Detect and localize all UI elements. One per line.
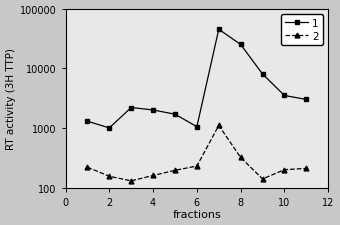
2 [129, 180, 133, 182]
1 [151, 109, 155, 112]
2 [239, 156, 243, 159]
1 [129, 107, 133, 109]
Line: 2: 2 [85, 124, 309, 183]
1 [217, 29, 221, 32]
2 [151, 174, 155, 177]
Y-axis label: RT activity (3H TTP): RT activity (3H TTP) [5, 48, 16, 149]
1 [85, 120, 89, 123]
2 [85, 166, 89, 169]
X-axis label: fractions: fractions [172, 209, 221, 219]
1 [260, 73, 265, 76]
2 [260, 178, 265, 180]
2 [283, 169, 287, 171]
1 [239, 44, 243, 47]
2 [107, 175, 111, 178]
Line: 1: 1 [85, 28, 309, 131]
1 [195, 126, 199, 128]
2 [173, 169, 177, 172]
1 [304, 99, 308, 101]
1 [173, 113, 177, 116]
2 [217, 125, 221, 127]
2 [195, 165, 199, 168]
2 [304, 167, 308, 170]
1 [107, 127, 111, 130]
1 [283, 95, 287, 97]
Legend: 1, 2: 1, 2 [281, 15, 323, 46]
